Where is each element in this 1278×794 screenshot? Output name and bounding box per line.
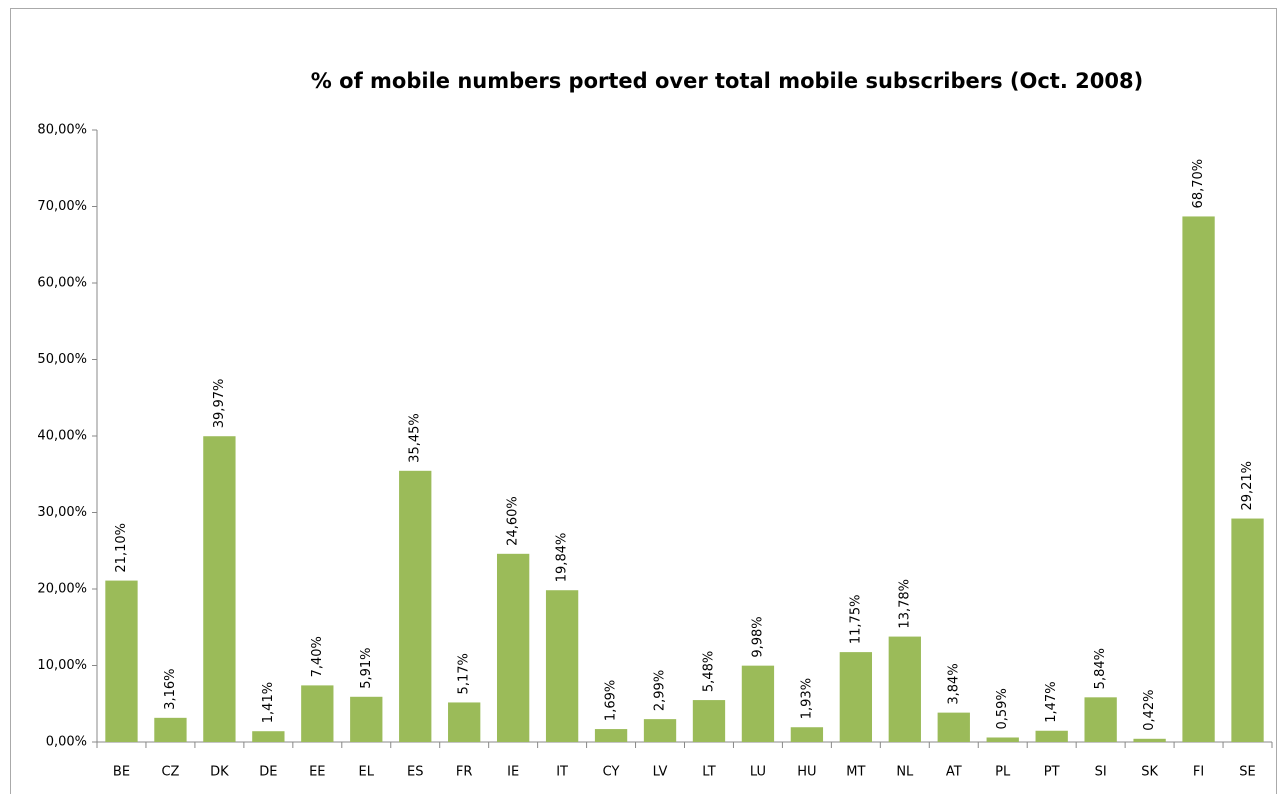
data-label: 5,84% (1093, 648, 1108, 689)
bar (301, 685, 334, 742)
x-tick-label: DE (259, 765, 277, 780)
data-label: 5,17% (457, 653, 472, 694)
x-tick-label: BE (113, 765, 130, 780)
bar (937, 712, 970, 742)
x-tick-label: LT (702, 765, 715, 780)
data-label: 7,40% (310, 636, 325, 677)
x-tick-label: FR (456, 765, 473, 780)
bar (399, 470, 432, 742)
data-label: 39,97% (212, 379, 227, 429)
x-tick-label: LU (750, 765, 766, 780)
x-tick-label: DK (210, 765, 229, 780)
bar (790, 727, 824, 742)
x-tick-label: SE (1239, 765, 1255, 780)
bar (203, 436, 236, 742)
x-tick-label: SK (1141, 765, 1158, 780)
x-tick-label: FI (1193, 765, 1204, 780)
bar (154, 717, 187, 742)
y-tick-label: 80,00% (37, 123, 87, 138)
x-tick-label: PT (1044, 765, 1060, 780)
data-label: 9,98% (750, 616, 765, 657)
x-tick-label: NL (896, 765, 914, 780)
bar (986, 737, 1019, 742)
bar (692, 700, 726, 742)
bar (1035, 730, 1068, 742)
data-label: 3,16% (163, 669, 178, 710)
x-tick-label: SI (1095, 765, 1107, 780)
x-tick-label: LV (653, 765, 668, 780)
bar (741, 665, 775, 742)
x-tick-label: EE (309, 765, 325, 780)
bar (350, 696, 383, 742)
data-label: 11,75% (848, 595, 863, 645)
data-label: 1,47% (1044, 681, 1059, 722)
data-label: 5,48% (701, 651, 716, 692)
data-label: 29,21% (1240, 461, 1255, 511)
bar (888, 636, 921, 742)
data-label: 3,84% (946, 663, 961, 704)
chart-border (10, 8, 1277, 794)
chart-title: % of mobile numbers ported over total mo… (311, 69, 1143, 93)
x-tick-label: EL (359, 765, 375, 780)
y-tick-label: 50,00% (37, 352, 87, 367)
data-label: 5,91% (359, 647, 374, 688)
data-label: 19,84% (555, 533, 570, 583)
bar (496, 553, 530, 742)
bar (643, 719, 677, 742)
x-tick-label: CZ (161, 765, 179, 780)
x-tick-label: MT (846, 765, 865, 780)
y-tick-label: 20,00% (37, 582, 87, 597)
bar (1182, 216, 1215, 742)
bar (1084, 697, 1117, 742)
y-tick-label: 30,00% (37, 505, 87, 520)
bar (252, 731, 285, 742)
bar (1231, 518, 1264, 742)
data-label: 24,60% (506, 496, 521, 546)
data-label: 13,78% (897, 579, 912, 629)
data-label: 35,45% (408, 413, 423, 463)
x-tick-label: ES (407, 765, 423, 780)
x-tick-label: PL (995, 765, 1011, 780)
bar (448, 702, 481, 742)
bar (545, 590, 579, 742)
data-label: 21,10% (114, 523, 129, 573)
x-tick-label: AT (946, 765, 962, 780)
bar (839, 652, 873, 742)
data-label: 1,69% (604, 680, 619, 721)
data-label: 0,42% (1142, 689, 1157, 730)
y-tick-label: 70,00% (37, 199, 87, 214)
x-tick-label: HU (797, 765, 816, 780)
data-label: 1,41% (261, 682, 276, 723)
y-tick-label: 0,00% (46, 735, 87, 750)
bar (105, 580, 138, 742)
y-tick-label: 40,00% (37, 429, 87, 444)
data-label: 0,59% (995, 688, 1010, 729)
x-tick-label: IT (556, 765, 568, 780)
data-label: 1,93% (799, 678, 814, 719)
x-tick-label: CY (603, 765, 620, 780)
y-tick-label: 10,00% (37, 658, 87, 673)
bar (1133, 738, 1166, 742)
bar (594, 729, 628, 742)
data-label: 68,70% (1191, 159, 1206, 209)
data-label: 2,99% (653, 670, 668, 711)
y-tick-label: 60,00% (37, 276, 87, 291)
x-tick-label: IE (507, 765, 519, 780)
